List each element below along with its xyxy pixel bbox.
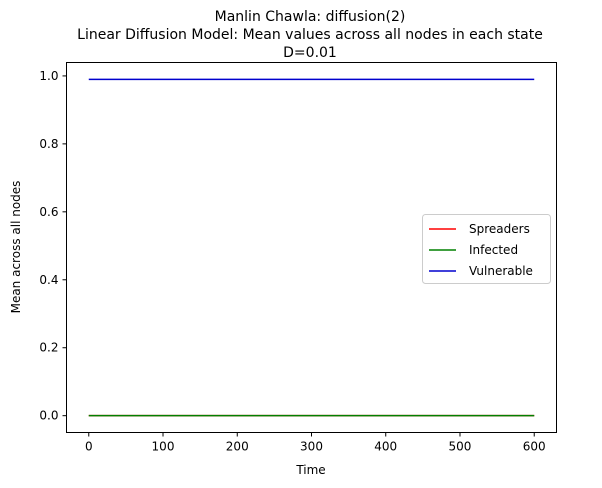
y-tick-label: 0.2	[39, 341, 58, 355]
title-line-3: D=0.01	[283, 45, 337, 61]
x-axis-label: Time	[295, 463, 325, 477]
y-tick-label: 0.6	[39, 205, 58, 219]
y-tick-label: 0.0	[39, 409, 58, 423]
x-tick-label: 200	[226, 440, 249, 454]
y-tick-label: 0.8	[39, 137, 58, 151]
legend-label-vulnerable: Vulnerable	[469, 264, 533, 278]
y-tick-label: 1.0	[39, 69, 58, 83]
y-tick-label: 0.4	[39, 273, 58, 287]
legend-label-infected: Infected	[469, 243, 518, 257]
x-tick-label: 300	[300, 440, 323, 454]
x-tick-label: 500	[449, 440, 472, 454]
x-tick-label: 600	[523, 440, 546, 454]
legend: Spreaders Infected Vulnerable	[422, 214, 551, 284]
title-line-1: Manlin Chawla: diffusion(2)	[215, 9, 406, 25]
legend-label-spreaders: Spreaders	[469, 222, 530, 236]
y-axis-label: Mean across all nodes	[9, 181, 23, 314]
x-tick-label: 400	[374, 440, 397, 454]
y-axis-ticks: 0.0 0.2 0.4 0.6 0.8 1.0	[39, 69, 67, 423]
legend-box	[422, 214, 551, 284]
plot-frame	[66, 62, 557, 433]
x-axis-ticks: 0 100 200 300 400 500 600	[85, 432, 546, 454]
x-tick-label: 0	[85, 440, 93, 454]
plot-lines	[88, 78, 535, 417]
chart-title: Manlin Chawla: diffusion(2) Linear Diffu…	[77, 9, 543, 61]
title-line-2: Linear Diffusion Model: Mean values acro…	[77, 27, 543, 43]
x-tick-label: 100	[152, 440, 175, 454]
